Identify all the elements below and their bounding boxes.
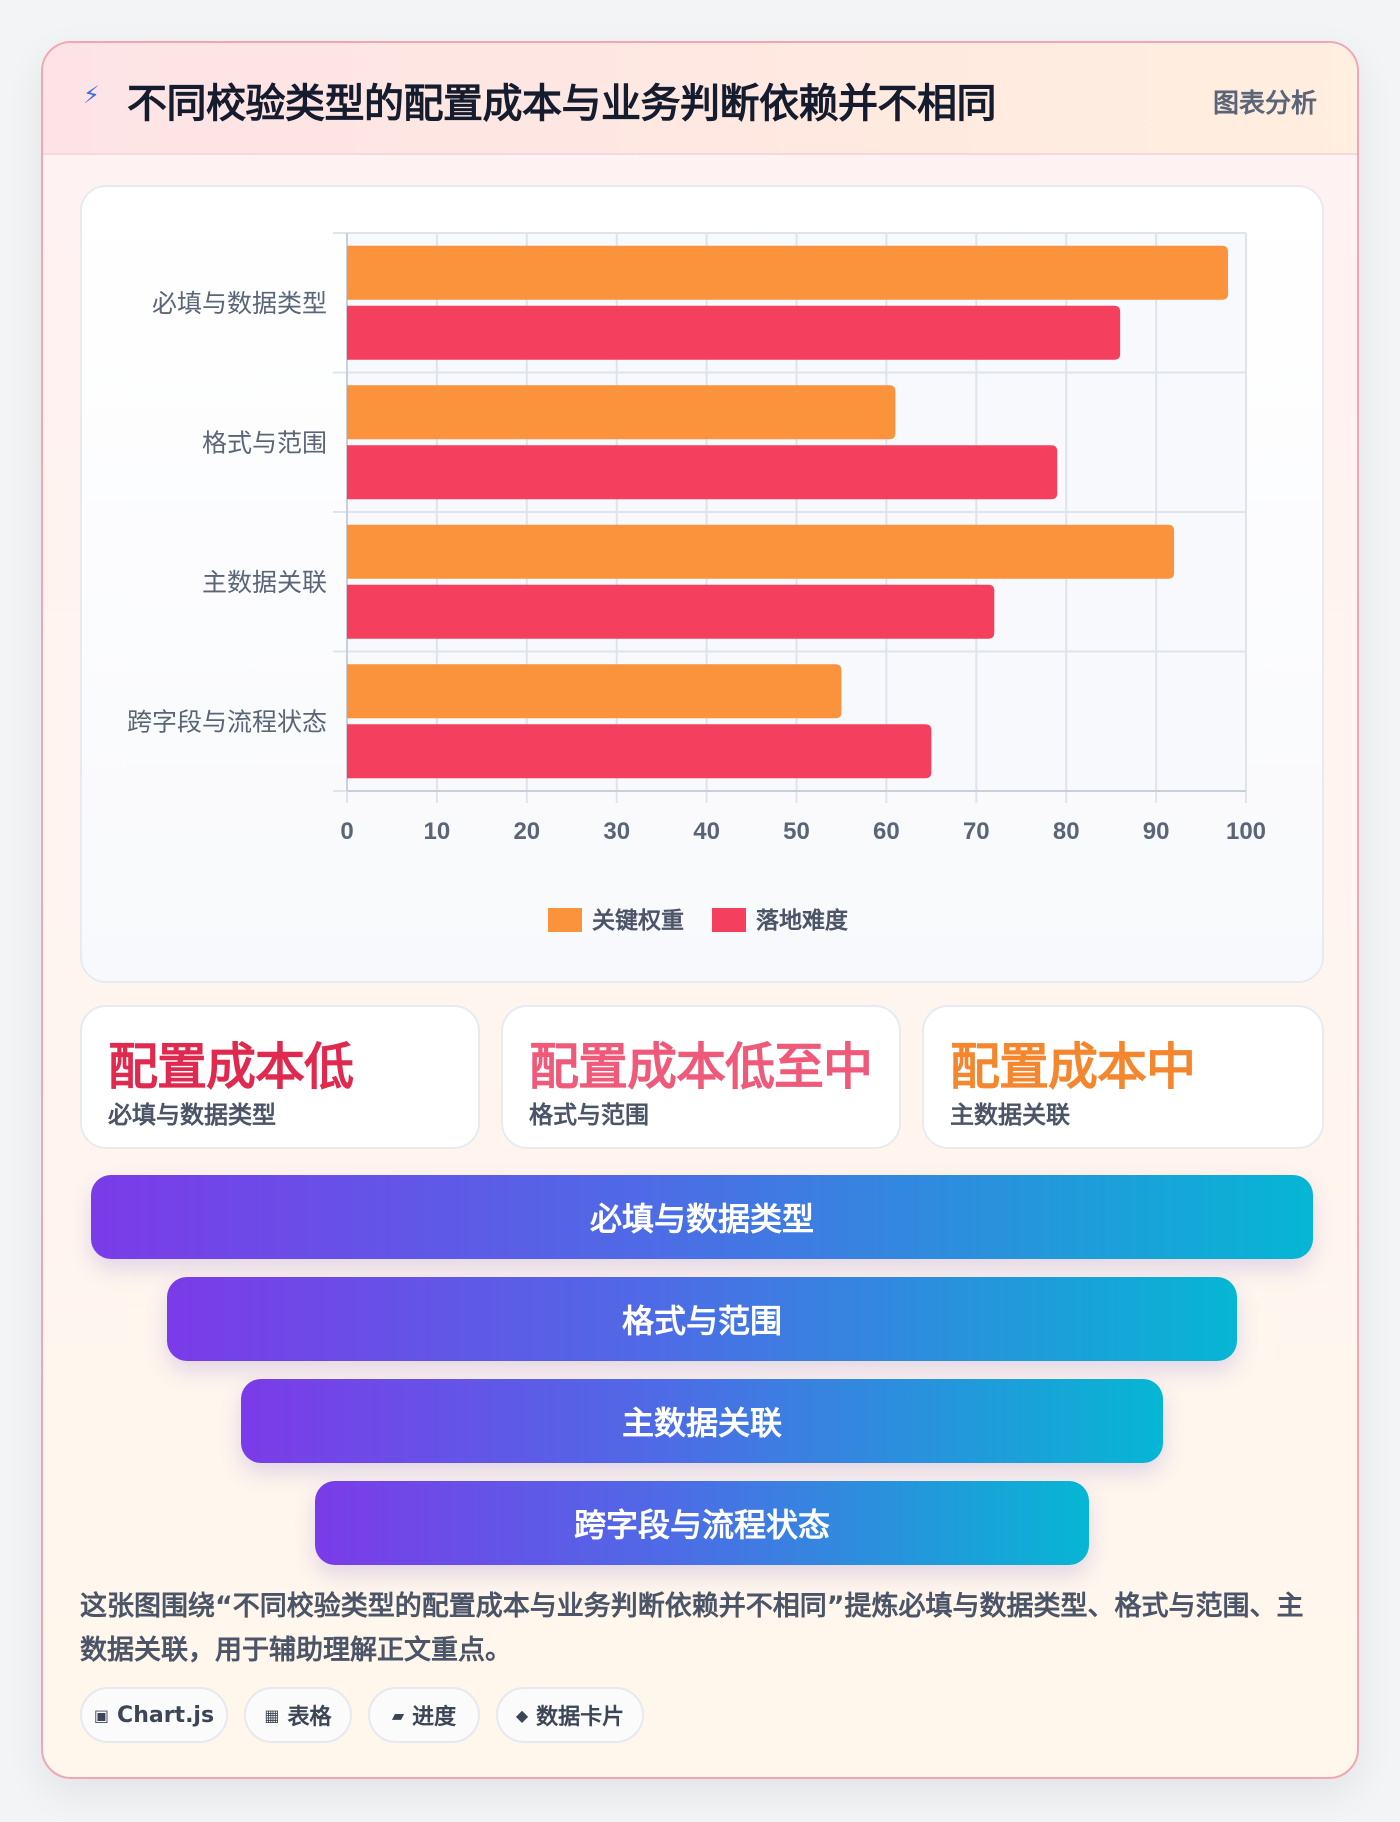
x-tick-label: 50 [783, 818, 810, 845]
bar [347, 584, 995, 639]
stat-value: 配置成本低至中 [529, 1038, 873, 1096]
chip-table[interactable]: ▦ 表格 [244, 1687, 352, 1743]
bar [347, 664, 842, 719]
bar [347, 524, 1175, 579]
funnel-step: 必填与数据类型 [91, 1175, 1313, 1259]
chip-progress[interactable]: ▰ 进度 [368, 1687, 480, 1743]
chip-chartjs[interactable]: ▣ Chart.js [80, 1687, 228, 1743]
category-label: 必填与数据类型 [152, 289, 327, 318]
category-label: 主数据关联 [202, 568, 327, 597]
x-tick-label: 100 [1226, 818, 1266, 845]
stat-value: 配置成本中 [950, 1038, 1196, 1096]
stat-card: 配置成本低 必填与数据类型 [80, 1005, 480, 1149]
legend-swatch [548, 908, 582, 932]
chip-label: 进度 [412, 1705, 457, 1730]
x-tick-label: 10 [424, 818, 451, 845]
table-icon: ▦ [264, 1705, 280, 1725]
x-tick-label: 30 [603, 818, 630, 845]
chart-icon: ▣ [93, 1705, 110, 1725]
bar [347, 724, 932, 779]
stat-cards: 配置成本低 必填与数据类型 配置成本低至中 格式与范围 配置成本中 主数据关联 [80, 1005, 1324, 1149]
x-tick-label: 0 [340, 818, 353, 845]
chart-container: 0 10 20 30 40 50 60 70 80 90 100 必填与数据类型格式与范围主数据关联跨… [80, 185, 1324, 983]
chip-label: 数据卡片 [536, 1705, 625, 1730]
card-header: ⚡ 不同校验类型的配置成本与业务判断依赖并不相同 图表分析 [43, 43, 1357, 155]
x-tick-label: 80 [1053, 818, 1080, 845]
bar [347, 445, 1058, 500]
x-tick-label: 40 [693, 818, 720, 845]
diamond-icon: ◆ [515, 1705, 529, 1725]
chart-card: ⚡ 不同校验类型的配置成本与业务判断依赖并不相同 图表分析 0 10 20 30 40 5… [41, 41, 1359, 1779]
bar-chart: 0 10 20 30 40 50 60 70 80 90 100 必填与数据类型格式与范围主数据关联跨… [127, 232, 1266, 934]
category-label: 跨字段与流程状态 [127, 707, 327, 736]
funnel-step: 主数据关联 [241, 1379, 1163, 1463]
stat-card: 配置成本中 主数据关联 [922, 1005, 1324, 1149]
legend-swatch [712, 908, 746, 932]
header-tag: 图表分析 [1212, 89, 1317, 119]
stat-value: 配置成本低 [108, 1038, 354, 1096]
chip-label: Chart.js [117, 1702, 215, 1728]
chip-label: 表格 [287, 1705, 332, 1730]
legend-label: 落地难度 [756, 907, 849, 934]
x-tick-label: 90 [1143, 818, 1170, 845]
category-label: 格式与范围 [202, 428, 327, 457]
x-tick-label: 60 [873, 818, 900, 845]
bar [347, 245, 1229, 300]
stat-label: 主数据关联 [950, 1101, 1070, 1129]
legend-label: 关键权重 [592, 907, 684, 934]
lightning-icon: ⚡ [83, 81, 100, 109]
x-tick-label: 20 [513, 818, 540, 845]
page-title: 不同校验类型的配置成本与业务判断依赖并不相同 [127, 81, 997, 127]
x-tick-label: 70 [963, 818, 990, 845]
stat-label: 必填与数据类型 [108, 1101, 276, 1129]
progress-icon: ▰ [391, 1705, 405, 1725]
stat-card: 配置成本低至中 格式与范围 [501, 1005, 901, 1149]
funnel-step: 跨字段与流程状态 [315, 1481, 1089, 1565]
funnel-step: 格式与范围 [167, 1277, 1237, 1361]
bar [347, 305, 1121, 360]
description-text: 这张图围绕“不同校验类型的配置成本与业务判断依赖并不相同”提炼必填与数据类型、格… [80, 1591, 1304, 1666]
chip-data-card[interactable]: ◆ 数据卡片 [496, 1687, 644, 1743]
stat-label: 格式与范围 [529, 1101, 649, 1129]
bar [347, 385, 896, 440]
